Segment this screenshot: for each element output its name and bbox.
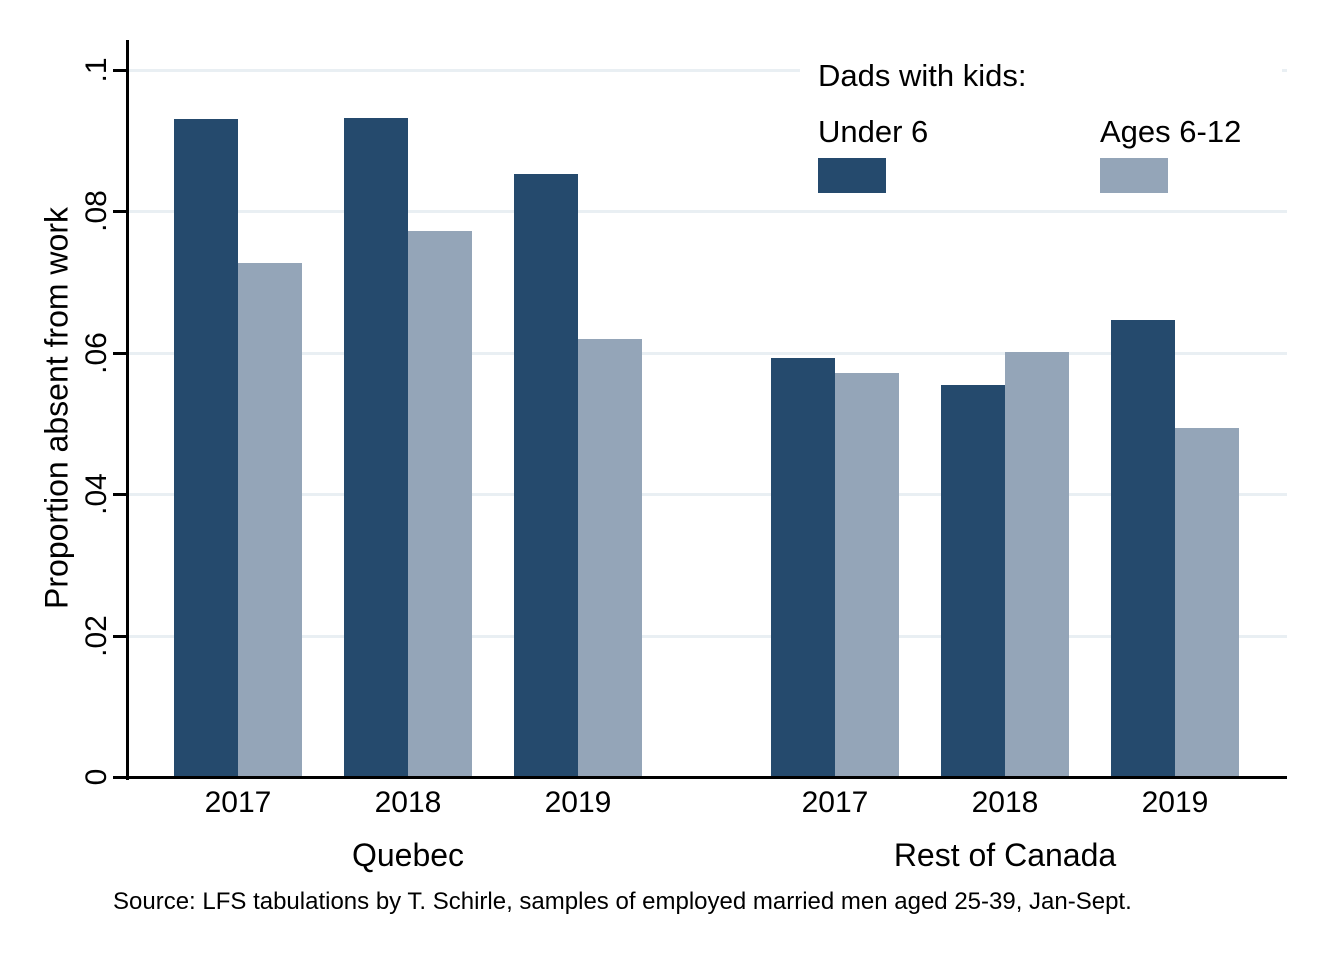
legend-label-ages-6-12: Ages 6-12 [1100, 114, 1242, 149]
y-axis-line [126, 40, 129, 780]
gridline-1 [128, 69, 1287, 72]
x-tick-label-quebec-2019: 2019 [544, 786, 612, 819]
legend-label-under-6: Under 6 [818, 114, 929, 149]
bar-quebec-2019-ages-6-12 [578, 339, 642, 777]
x-tick-label-quebec-2018: 2018 [374, 786, 442, 819]
y-tick-label-04: .04 [80, 473, 113, 516]
plot-area [128, 40, 1287, 777]
y-tick-label-0: 0 [80, 768, 113, 786]
bar-quebec-2019-under-6 [514, 174, 578, 777]
bar-quebec-2018-under-6 [344, 118, 408, 777]
gridline-02 [128, 634, 1287, 638]
bar-quebec-2017-under-6 [174, 119, 238, 777]
bar-rest-of-canada-2017-ages-6-12 [835, 373, 899, 777]
legend-swatch-ages-6-12 [1100, 158, 1168, 193]
x-tick-label-rest-of-canada-2017: 2017 [801, 786, 869, 819]
x-tick-label-rest-of-canada-2018: 2018 [971, 786, 1039, 819]
y-tick-mark-1 [113, 69, 126, 72]
x-tick-label-rest-of-canada-2019: 2019 [1141, 786, 1209, 819]
y-tick-mark-0 [113, 776, 126, 779]
bar-quebec-2018-ages-6-12 [408, 231, 472, 777]
source-note: Source: LFS tabulations by T. Schirle, s… [113, 888, 1132, 915]
y-tick-mark-06 [113, 351, 126, 355]
bar-rest-of-canada-2017-under-6 [771, 358, 835, 777]
y-tick-label-08: .08 [80, 190, 113, 233]
y-tick-label-1: .1 [80, 57, 113, 83]
bar-rest-of-canada-2019-under-6 [1111, 320, 1175, 777]
y-tick-mark-02 [113, 634, 126, 638]
y-tick-label-06: .06 [80, 331, 113, 374]
y-axis-title: Proportion absent from work [38, 207, 75, 609]
legend: Dads with kids: Under 6 Ages 6-12 [800, 52, 1282, 204]
legend-title: Dads with kids: [818, 58, 1027, 93]
x-tick-label-quebec-2017: 2017 [204, 786, 272, 819]
group-label-quebec: Quebec [351, 837, 465, 873]
bar-rest-of-canada-2019-ages-6-12 [1175, 428, 1239, 777]
gridline-04 [128, 493, 1287, 497]
group-label-rest-of-canada: Rest of Canada [893, 837, 1117, 873]
legend-swatch-under-6 [818, 158, 886, 193]
bar-rest-of-canada-2018-ages-6-12 [1005, 352, 1069, 777]
y-tick-mark-08 [113, 210, 126, 214]
gridline-06 [128, 351, 1287, 355]
y-tick-mark-04 [113, 493, 126, 497]
gridline-08 [128, 210, 1287, 214]
bar-rest-of-canada-2018-under-6 [941, 385, 1005, 777]
bar-quebec-2017-ages-6-12 [238, 263, 302, 777]
y-tick-label-02: .02 [80, 614, 113, 657]
x-axis-line [126, 776, 1287, 779]
